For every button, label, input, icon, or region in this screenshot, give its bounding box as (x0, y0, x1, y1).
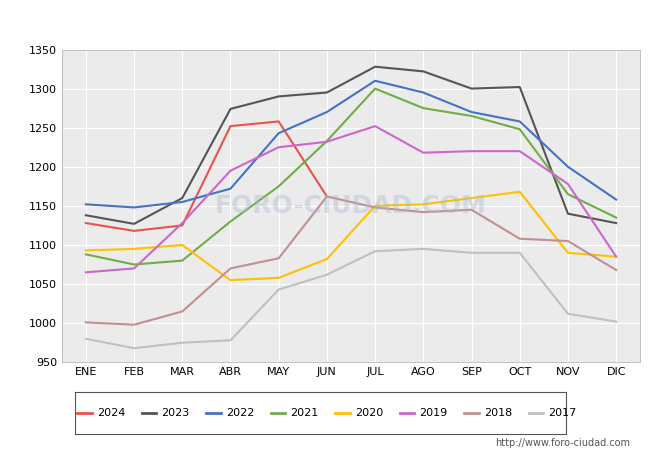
Text: 2021: 2021 (291, 408, 318, 418)
Text: 2024: 2024 (97, 408, 125, 418)
Text: http://www.foro-ciudad.com: http://www.foro-ciudad.com (495, 438, 630, 448)
Text: 2023: 2023 (161, 408, 190, 418)
Text: 2019: 2019 (419, 408, 448, 418)
Text: FORO-CIUDAD.COM: FORO-CIUDAD.COM (215, 194, 487, 218)
Text: 2020: 2020 (355, 408, 383, 418)
Text: Afiliados en O Pino a 31/5/2024: Afiliados en O Pino a 31/5/2024 (194, 11, 456, 29)
Text: 2017: 2017 (549, 408, 577, 418)
Text: 2022: 2022 (226, 408, 254, 418)
Text: 2018: 2018 (484, 408, 512, 418)
